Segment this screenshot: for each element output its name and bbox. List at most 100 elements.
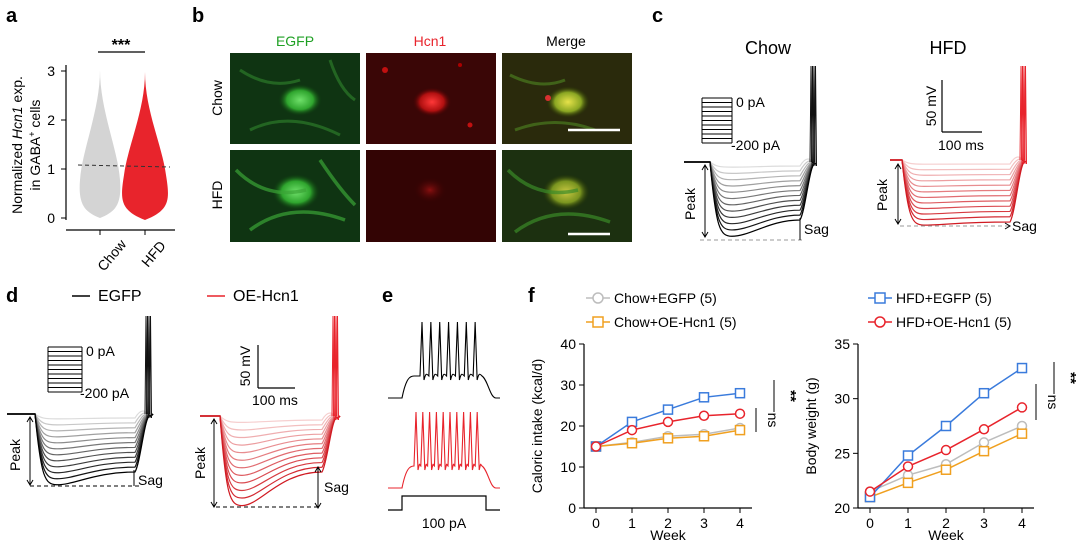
y-axis-label: Body weight (g) <box>803 377 819 474</box>
ytick-label: 25 <box>834 445 850 461</box>
traces-egfp <box>7 315 154 486</box>
data-point <box>734 387 746 399</box>
voltage-trace <box>7 413 154 450</box>
voltage-trace <box>7 413 154 432</box>
voltage-trace <box>200 415 341 469</box>
data-point <box>902 461 914 472</box>
panel-a-yticks: 0 1 2 3 <box>47 63 66 226</box>
data-point <box>902 450 914 461</box>
legend-marker <box>592 316 604 328</box>
voltage-trace <box>200 415 341 507</box>
title-chow: Chow <box>745 38 792 58</box>
data-point <box>698 410 710 421</box>
data-point <box>626 437 638 449</box>
sig-outer: ** <box>1062 372 1079 384</box>
voltage-trace <box>890 159 1027 199</box>
current-step-protocol-c <box>701 97 733 144</box>
panel-label-f: f <box>528 285 535 307</box>
panel-label-d: d <box>6 285 18 307</box>
title-hfd: HFD <box>930 38 967 58</box>
data-point <box>734 424 746 436</box>
voltage-trace <box>684 161 817 193</box>
ytick-label-a: 2 <box>47 112 55 128</box>
data-point <box>864 486 876 497</box>
voltage-trace <box>684 161 817 237</box>
scale-v-d: 50 mV <box>237 345 253 386</box>
violin-chow <box>79 70 121 218</box>
data-point <box>662 416 674 428</box>
row-chow: Chow <box>209 79 225 116</box>
xtick-label: 0 <box>592 515 600 531</box>
panel-label-a: a <box>6 5 18 27</box>
spike <box>1024 65 1027 165</box>
ytick-label: 40 <box>560 336 576 352</box>
panel-a-ylabel-line2: in GABA+ cells <box>27 100 43 191</box>
series-line <box>869 425 1023 493</box>
firing-trace <box>388 321 500 399</box>
voltage-trace <box>890 159 1027 226</box>
spike <box>149 315 152 419</box>
firing-trace <box>388 411 500 489</box>
x-axis-label: Week <box>650 527 687 543</box>
group-label-hfd: HFD <box>138 238 169 270</box>
data-point <box>698 431 710 442</box>
ytick-label-a: 1 <box>47 161 55 177</box>
step-top-c: 0 pA <box>736 94 765 110</box>
legend-f: Chow+EGFP (5) Chow+OE-Hcn1 (5) HFD+EGFP (5… <box>586 290 1012 330</box>
data-point <box>1016 402 1028 413</box>
panel-b: b EGFP Hcn1 Merge Chow HFD <box>192 5 632 242</box>
data-point <box>978 445 990 457</box>
ytick-label: 20 <box>560 418 576 434</box>
traces-hfd <box>890 65 1027 226</box>
voltage-trace <box>684 161 817 212</box>
data-point <box>978 387 990 399</box>
voltage-trace <box>684 158 817 168</box>
voltage-trace <box>200 414 341 431</box>
xtick-label: 1 <box>904 515 912 531</box>
chart-caloric-intake: 0 10 20 30 40 0 1 2 3 4 Week Caloric intake (kcal/d… <box>529 336 799 543</box>
voltage-trace <box>200 415 341 446</box>
legend-entry: Chow+EGFP (5) <box>614 290 717 306</box>
sig-inner: ns <box>765 413 781 428</box>
sag-label-oe: Sag <box>324 479 349 495</box>
sag-label-hfd: Sag <box>1012 218 1037 234</box>
peak-label-hfd: Peak <box>874 178 890 211</box>
firing-traces <box>388 321 500 489</box>
significance-a: *** <box>112 37 131 54</box>
legend-marker <box>874 316 886 328</box>
data-point <box>1016 362 1028 374</box>
voltage-trace <box>7 413 154 444</box>
voltage-trace <box>7 413 154 438</box>
data-point <box>662 433 674 444</box>
legend-oe-hcn1: OE-Hcn1 <box>233 288 299 305</box>
voltage-trace <box>684 161 817 181</box>
current-label-e: 100 pA <box>422 515 467 531</box>
panel-f: f Chow+EGFP (5) Chow+OE-Hcn1 (5) HFD+EGFP … <box>528 285 1079 543</box>
voltage-trace <box>684 161 817 206</box>
legend-marker <box>874 292 886 304</box>
legend-marker <box>592 292 604 304</box>
peak-label-oe: Peak <box>192 446 208 479</box>
scale-t-c: 100 ms <box>938 137 984 153</box>
voltage-trace <box>200 412 341 424</box>
sag-label-chow: Sag <box>804 221 829 237</box>
spike <box>336 315 339 421</box>
step-bottom-c: -200 pA <box>731 137 781 153</box>
voltage-trace <box>684 161 817 187</box>
sag-label-egfp: Sag <box>138 472 163 488</box>
data-point <box>734 408 746 419</box>
ytick-label: 30 <box>560 377 576 393</box>
data-point <box>902 477 914 489</box>
ytick-label: 10 <box>560 459 576 475</box>
xtick-label: 0 <box>866 515 874 531</box>
y-axis-label: Caloric intake (kcal/d) <box>529 359 545 494</box>
ytick-label-a: 0 <box>47 210 55 226</box>
xtick-label: 2 <box>664 515 672 531</box>
ytick-label: 30 <box>834 391 850 407</box>
column-hcn1: Hcn1 <box>414 33 447 49</box>
voltage-trace <box>890 159 1027 187</box>
voltage-trace <box>7 413 154 468</box>
voltage-trace <box>7 413 154 456</box>
